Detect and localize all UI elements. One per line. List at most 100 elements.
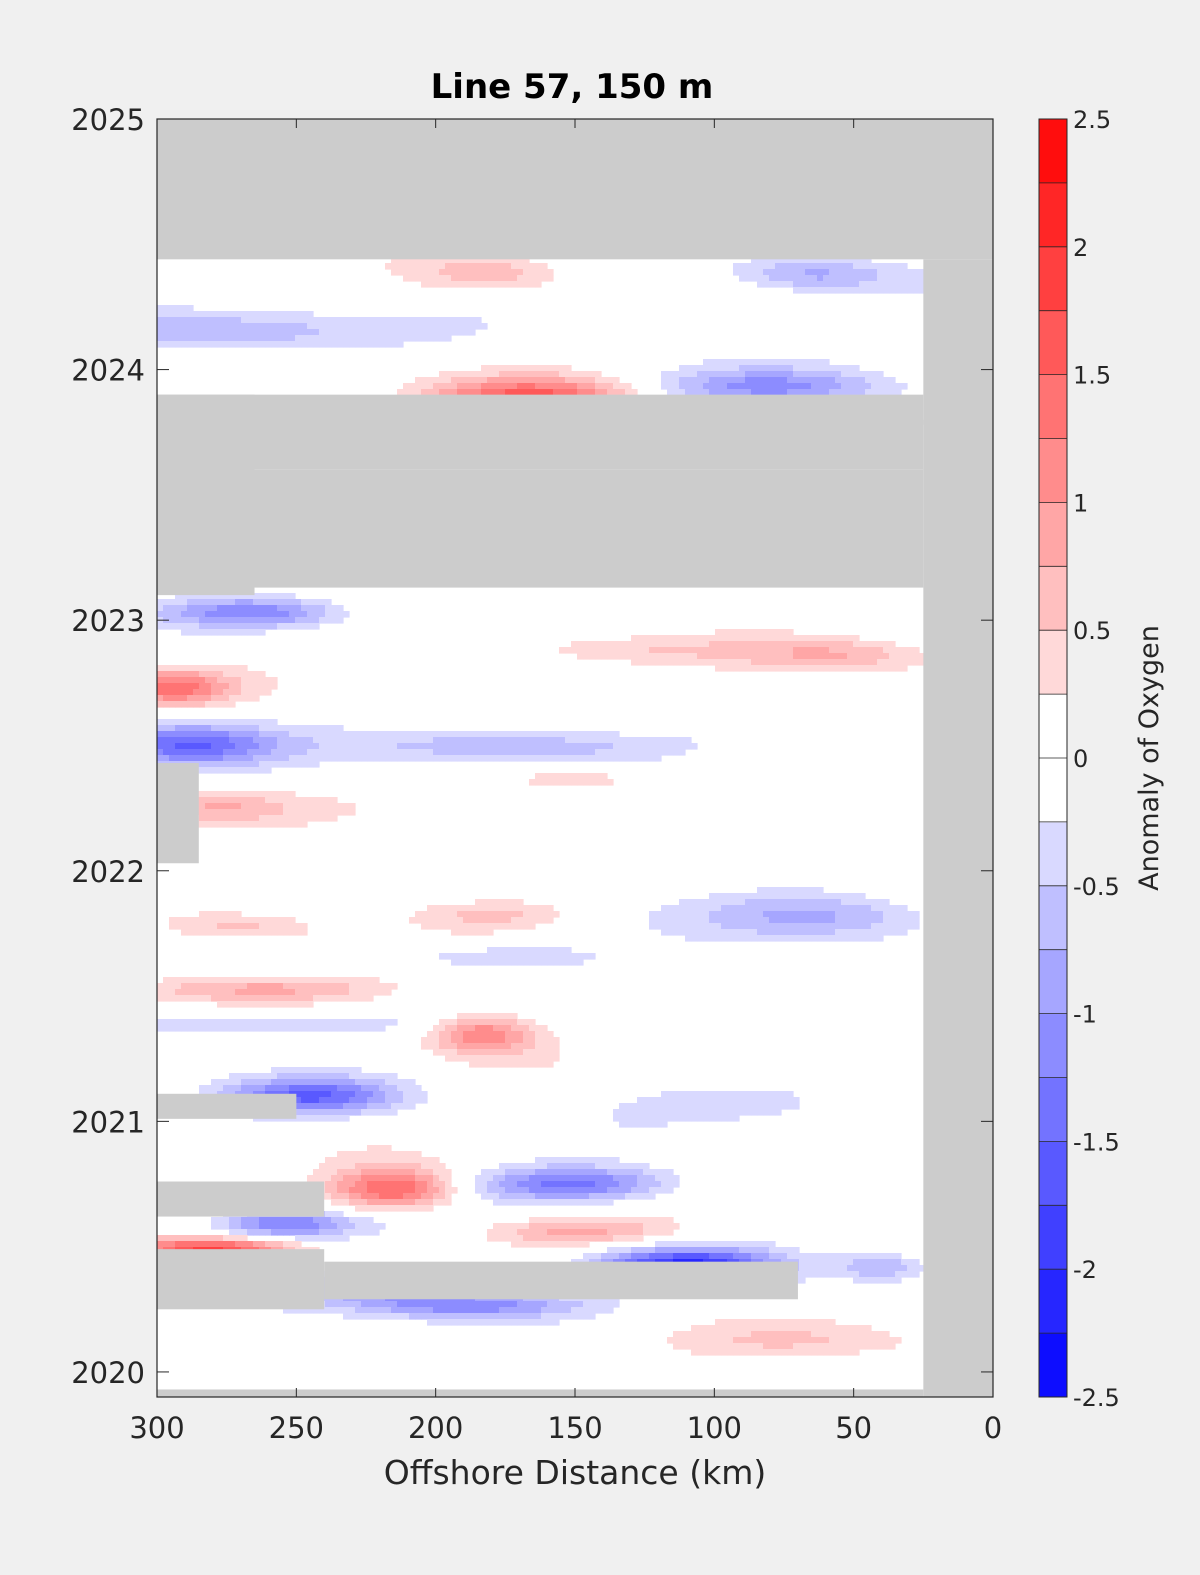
anomaly-cell [391,749,398,756]
anomaly-cell [733,269,740,276]
anomaly-cell [217,797,224,804]
anomaly-cell [553,911,560,918]
anomaly-cell [169,731,176,738]
anomaly-cell [523,1193,530,1200]
anomaly-cell [331,803,338,810]
anomaly-cell [187,731,194,738]
anomaly-cell [781,899,788,906]
anomaly-cell [541,371,548,378]
anomaly-cell [199,689,206,696]
anomaly-cell [313,1235,320,1242]
anomaly-cell [307,1079,314,1086]
anomaly-cell [487,1013,494,1020]
anomaly-cell [877,929,884,936]
anomaly-cell [385,1205,392,1212]
anomaly-cell [889,263,896,270]
anomaly-cell [793,635,800,642]
anomaly-cell [157,1235,164,1242]
anomaly-cell [793,935,800,942]
anomaly-cell [241,311,248,318]
anomaly-cell [451,911,458,918]
anomaly-cell [415,323,422,330]
anomaly-cell [847,257,854,264]
anomaly-cell [349,1223,356,1230]
anomaly-cell [625,743,632,750]
anomaly-cell [379,1193,386,1200]
anomaly-cell [475,1043,482,1050]
anomaly-cell [745,899,752,906]
anomaly-cell [589,1199,596,1206]
anomaly-cell [517,911,524,918]
anomaly-cell [283,329,290,336]
anomaly-cell [901,659,908,666]
anomaly-cell [379,743,386,750]
anomaly-cell [385,755,392,762]
anomaly-cell [391,1181,398,1188]
anomaly-cell [469,929,476,936]
anomaly-cell [169,617,176,624]
anomaly-cell [733,653,740,660]
anomaly-cell [517,1043,524,1050]
anomaly-cell [535,275,542,282]
anomaly-cell [211,1085,218,1092]
anomaly-cell [169,341,176,348]
anomaly-cell [169,1235,176,1242]
anomaly-cell [373,743,380,750]
anomaly-cell [361,1205,368,1212]
anomaly-cell [181,995,188,1002]
anomaly-cell [559,773,566,780]
anomaly-cell [391,263,398,270]
anomaly-cell [841,899,848,906]
anomaly-cell [427,257,434,264]
anomaly-cell [739,1253,746,1260]
anomaly-cell [817,275,824,282]
anomaly-cell [289,605,296,612]
anomaly-cell [289,989,296,996]
anomaly-cell [493,281,500,288]
anomaly-cell [751,359,758,366]
anomaly-cell [751,1109,758,1116]
anomaly-cell [529,1169,536,1176]
anomaly-cell [205,977,212,984]
anomaly-cell [577,1157,584,1164]
anomaly-cell [235,977,242,984]
anomaly-cell [307,329,314,336]
anomaly-cell [703,641,710,648]
anomaly-cell [613,737,620,744]
anomaly-cell [835,383,842,390]
anomaly-cell [841,365,848,372]
anomaly-cell [301,1229,308,1236]
anomaly-cell [757,1091,764,1098]
anomaly-cell [271,821,278,828]
anomaly-cell [187,695,194,702]
anomaly-cell [757,257,764,264]
anomaly-cell [421,911,428,918]
anomaly-cell [541,731,548,738]
anomaly-cell [367,1073,374,1080]
anomaly-cell [745,1253,752,1260]
anomaly-cell [247,989,254,996]
anomaly-cell [241,1025,248,1032]
anomaly-cell [181,1025,188,1032]
anomaly-cell [367,977,374,984]
anomaly-cell [823,287,830,294]
anomaly-cell [229,923,236,930]
anomaly-cell [493,1229,500,1236]
anomaly-cell [745,917,752,924]
anomaly-cell [223,737,230,744]
anomaly-cell [217,329,224,336]
anomaly-cell [181,605,188,612]
anomaly-cell [559,1175,566,1182]
anomaly-cell [433,329,440,336]
anomaly-cell [775,929,782,936]
anomaly-cell [295,797,302,804]
anomaly-cell [415,275,422,282]
anomaly-cell [919,281,926,288]
anomaly-cell [667,1175,674,1182]
anomaly-cell [391,1205,398,1212]
anomaly-cell [253,725,260,732]
anomaly-cell [169,701,176,708]
anomaly-cell [397,317,404,324]
anomaly-cell [211,617,218,624]
anomaly-cell [349,1187,356,1194]
